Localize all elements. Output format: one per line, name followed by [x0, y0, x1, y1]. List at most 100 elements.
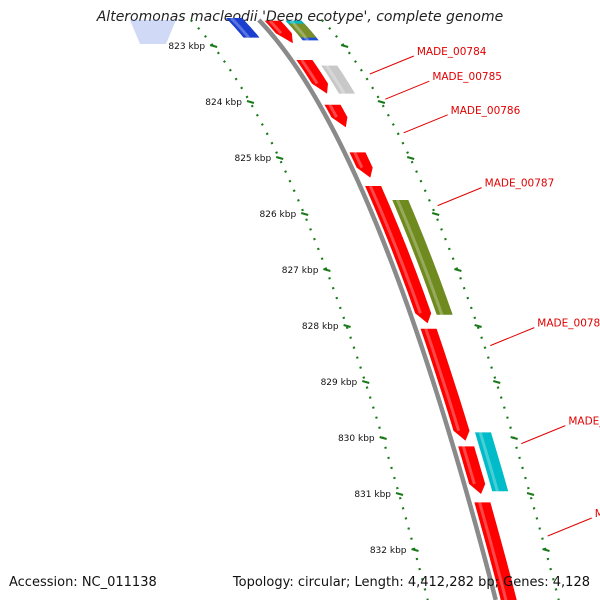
- outer-tick-mark: [510, 435, 518, 441]
- tick-label: 825 kbp: [234, 154, 271, 164]
- gene-arrow-highlight: [478, 431, 499, 492]
- inner-gene-feature: [324, 104, 348, 128]
- inner-gene-feature: [296, 59, 328, 94]
- gene-arrow-body: [420, 328, 470, 441]
- inner-tick-mark: [323, 267, 331, 273]
- gene-arrow-highlight: [368, 185, 422, 314]
- inner-tick-mark: [395, 491, 404, 497]
- gene-label: MADE_00784: [417, 46, 487, 58]
- accession-text: Accession: NC_011138: [9, 575, 157, 590]
- gene-label-group: MADE_00787: [437, 178, 555, 207]
- inner-tick-mark: [361, 379, 370, 385]
- inner-gene-feature: [474, 501, 517, 600]
- blue-gene-feature: [225, 16, 260, 39]
- blue-feature-fade: [130, 20, 176, 44]
- outer-tick-mark: [377, 99, 386, 105]
- inner-gene-feature: [349, 151, 373, 178]
- tick-label: 828 kbp: [302, 322, 339, 332]
- gene-leader-line: [547, 517, 592, 537]
- gene-arrow-body: [288, 23, 317, 38]
- inner-tick-mark: [411, 547, 419, 553]
- gene-arrow-body: [458, 446, 486, 494]
- tick-label: 826 kbp: [260, 210, 297, 220]
- gene-arrow-body: [475, 432, 509, 492]
- gene-arrow-highlight: [396, 199, 444, 316]
- outer-tick-mark: [492, 379, 501, 385]
- inner-gene-feature: [420, 328, 470, 441]
- outer-gene-feature: [475, 431, 509, 492]
- outer-gene-feature: [288, 22, 317, 39]
- tick-label: 829 kbp: [321, 378, 358, 388]
- gene-label: MADE_00788: [537, 318, 600, 330]
- gene-arrow-body: [365, 186, 432, 324]
- genome-backbone: [257, 18, 498, 600]
- tick-layer: 823 kbp 824 kbp 825 kbp 826 kbp 827 kbp 828 k…: [168, 19, 560, 600]
- gene-arrow-highlight: [478, 501, 508, 600]
- backbone-layer: [257, 18, 498, 600]
- tick-label: 827 kbp: [282, 266, 319, 276]
- outer-gene-feature: [321, 64, 355, 95]
- gene-arrow-body: [349, 152, 373, 178]
- inner-gene-feature: [365, 185, 432, 324]
- gene-leader-line: [403, 114, 448, 134]
- gene-label-group: MADE_00784: [369, 46, 487, 75]
- gene-arrow-highlight: [300, 59, 319, 85]
- outer-gene-feature: [392, 199, 453, 316]
- gene-arrow-highlight: [325, 64, 346, 95]
- gene-arrow-body: [296, 60, 328, 94]
- gene-arrow-body: [474, 502, 517, 600]
- inner-tick-mark: [246, 99, 255, 105]
- gene-leader-line: [369, 55, 415, 75]
- inner-tick-mark: [343, 323, 351, 329]
- genome-summary-text: Topology: circular; Length: 4,412,282 bp…: [232, 575, 590, 590]
- outer-tick-mark: [406, 155, 415, 161]
- gene-label-layer: MADE_00784 MADE_00785 MADE_00786 MADE_00787…: [369, 46, 600, 537]
- gene-arrow-highlight: [268, 19, 283, 35]
- gene-arrow-highlight: [461, 445, 476, 485]
- gene-label-group: MADE_00788: [490, 318, 600, 347]
- feature-layer: [130, 16, 517, 600]
- gene-leader-line: [521, 425, 566, 445]
- gene-label-group: MADE_00786: [403, 105, 521, 134]
- gene-arrow-highlight: [353, 151, 364, 169]
- gene-arrow-body: [321, 65, 355, 94]
- inner-tick-mark: [209, 43, 218, 49]
- gene-leader-line: [437, 187, 482, 207]
- gene-label: MADE_00787: [485, 178, 555, 190]
- gene-label-group: MADE_00785: [385, 71, 502, 100]
- outer-tick-mark: [474, 323, 482, 329]
- gene-arrow-body: [264, 20, 293, 44]
- inner-gene-feature: [458, 445, 486, 494]
- outer-tick-mark: [542, 547, 550, 553]
- outer-tick-mark: [340, 43, 349, 49]
- tick-label: 830 kbp: [338, 434, 375, 444]
- outer-tick-mark: [431, 211, 440, 217]
- gene-arrow-highlight: [328, 104, 338, 118]
- gene-arrow-highlight: [230, 16, 250, 39]
- tick-label: 823 kbp: [168, 42, 205, 52]
- gene-label: MADE_00790: [595, 508, 600, 520]
- gene-leader-line: [490, 327, 535, 347]
- gene-label: MADE_00785: [432, 71, 502, 83]
- gene-leader-line: [385, 80, 430, 100]
- gene-label: MADE_00789: [568, 416, 600, 428]
- inner-tick-mark: [275, 155, 284, 161]
- inner-tick-mark: [300, 211, 309, 217]
- gene-label-group: MADE_00790: [547, 508, 600, 537]
- inner-tick-mark: [379, 435, 387, 441]
- gene-arrow-body: [324, 104, 348, 128]
- gene-arrow-body: [392, 200, 453, 315]
- tick-label: 831 kbp: [354, 490, 391, 500]
- genome-title: Alteromonas macleodii 'Deep ecotype', co…: [96, 9, 504, 25]
- inner-gene-feature: [264, 19, 293, 44]
- outer-tick-mark: [454, 267, 462, 273]
- tick-label: 824 kbp: [205, 98, 242, 108]
- outer-tick-mark: [526, 491, 535, 497]
- gene-arrow-highlight: [424, 328, 461, 432]
- gene-label: MADE_00786: [451, 105, 521, 117]
- gene-arrow-body: [225, 18, 260, 38]
- tick-label: 832 kbp: [370, 546, 407, 556]
- gene-arrow-highlight: [292, 22, 307, 39]
